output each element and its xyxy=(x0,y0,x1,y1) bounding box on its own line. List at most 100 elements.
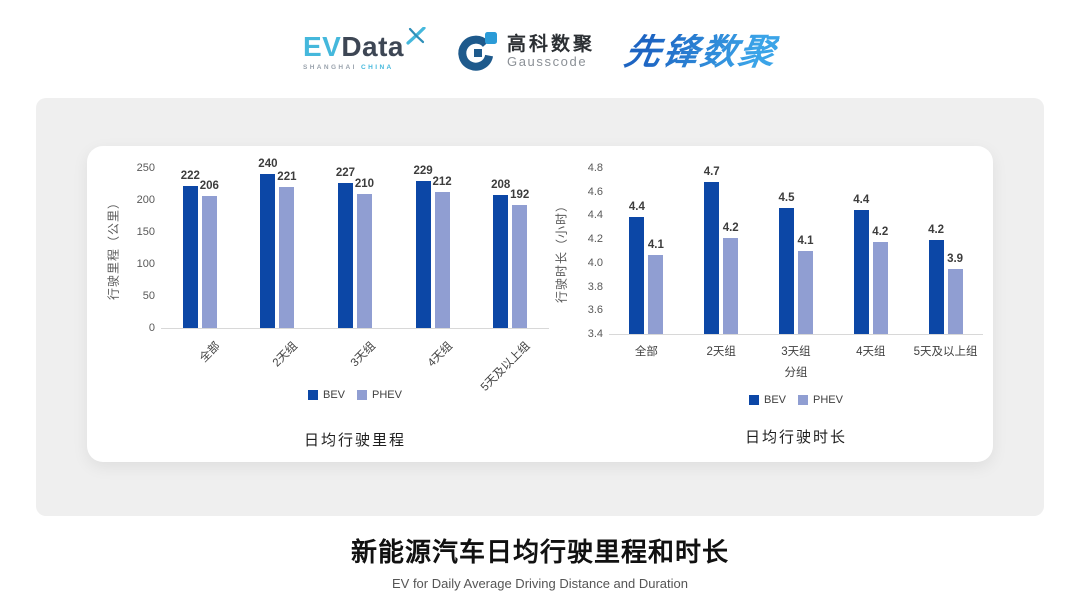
x-axis-label-text: 5天及以上组 xyxy=(479,340,533,394)
bev-bar: 4.7 xyxy=(704,166,720,334)
bev-bar: 208 xyxy=(491,179,510,328)
bar-group: 4.4 4.2 xyxy=(833,168,908,334)
bar-group: 227 210 xyxy=(316,167,394,328)
y-axis-ticks: 3.4 3.6 3.8 4.0 4.2 4.4 4.6 4.8 xyxy=(571,162,605,340)
bar-group: 229 212 xyxy=(394,165,472,328)
bev-bar: 4.4 xyxy=(629,201,645,334)
y-tick-label: 4.2 xyxy=(587,233,603,246)
x-axis-label: 5天及以上组 xyxy=(908,335,983,361)
phev-bar: 4.2 xyxy=(723,222,739,334)
x-axis-label-text: 5天及以上组 xyxy=(913,346,978,358)
y-tick-label: 150 xyxy=(136,226,155,238)
evdata-subtext: SHANGHAI CHINA xyxy=(303,64,394,71)
phev-value-label: 221 xyxy=(277,170,297,183)
bar-group: 208 192 xyxy=(471,168,549,328)
phev-value-label: 4.1 xyxy=(797,235,814,247)
evdata-wordmark: EV Data xyxy=(302,27,426,62)
bev-value-label: 4.5 xyxy=(778,192,795,205)
legend-swatch-bev xyxy=(308,390,318,400)
evdata-ev-text: EV xyxy=(302,31,342,62)
chart-caption: 日均行驶时长 xyxy=(744,429,847,446)
x-axis-label: 5天及以上组 xyxy=(471,329,549,394)
y-axis-ticks: 0 50 100 150 200 250 xyxy=(123,162,157,334)
header-logos: EV Data SHANGHAI CHINA 高科数聚 Gausscode xyxy=(0,22,1080,82)
legend-label: PHEV xyxy=(813,394,843,406)
y-tick-label: 4.0 xyxy=(587,256,603,269)
x-axis-label-text: 全部 xyxy=(634,346,658,358)
bev-bar: 222 xyxy=(181,170,200,328)
bev-bar: 227 xyxy=(336,167,355,328)
bar-group: 4.7 4.2 xyxy=(684,166,759,334)
evdata-data-text: Data xyxy=(341,31,405,62)
x-axis-label: 4天组 xyxy=(833,335,908,361)
legend-swatch-phev xyxy=(798,395,809,405)
bar-group: 4.2 3.9 xyxy=(908,168,983,334)
x-axis-label: 全部 xyxy=(609,335,684,361)
bev-bar: 229 xyxy=(413,165,433,328)
chart-daily-driving-distance: 行驶里程（公里） 0 50 100 150 200 250 222 206 240 221 227… xyxy=(103,158,549,462)
bar-group: 4.5 4.1 xyxy=(759,168,834,334)
phev-value-label: 192 xyxy=(510,189,530,202)
y-axis-title: 行驶里程（公里） xyxy=(103,168,123,328)
evdata-x-mark-icon xyxy=(406,27,426,45)
y-tick-label: 200 xyxy=(136,194,155,206)
footer: 新能源汽车日均行驶里程和时长 EV for Daily Average Driv… xyxy=(0,532,1080,591)
legend: BEV PHEV xyxy=(609,394,983,406)
evdata-logo: EV Data SHANGHAI CHINA xyxy=(302,27,426,71)
charts-card: 行驶里程（公里） 0 50 100 150 200 250 222 206 240 221 227… xyxy=(87,146,993,462)
bev-bar: 240 xyxy=(258,158,277,328)
gausscode-g-icon xyxy=(458,32,498,71)
legend-swatch-phev xyxy=(357,390,368,400)
phev-bar: 212 xyxy=(432,176,452,328)
evdata-shanghai-text: SHANGHAI xyxy=(302,64,357,71)
evdata-china-text: CHINA xyxy=(361,64,394,71)
y-tick-label: 3.4 xyxy=(587,328,603,340)
x-axis-label: 3天组 xyxy=(316,329,394,385)
legend-item-phev: PHEV xyxy=(357,389,402,401)
y-tick-label: 0 xyxy=(148,322,155,334)
bev-value-label: 4.2 xyxy=(928,224,945,237)
gausscode-logo: 高科数聚 Gausscode xyxy=(456,31,595,73)
bar-group: 240 221 xyxy=(239,158,317,328)
chart-caption: 日均行驶里程 xyxy=(303,432,406,449)
phev-bar: 4.1 xyxy=(797,235,813,334)
x-axis-labels: 全部 2天组 3天组 4天组 5天及以上组 xyxy=(609,335,983,361)
bev-value-label: 4.4 xyxy=(853,193,870,206)
y-tick-label: 100 xyxy=(136,258,155,270)
phev-value-label: 212 xyxy=(432,176,452,189)
bev-value-label: 222 xyxy=(180,169,200,182)
plot-area: 222 206 240 221 227 210 229 212 208 192 xyxy=(161,158,549,329)
bev-bar: 4.4 xyxy=(853,194,869,334)
x-axis-label-text: 4天组 xyxy=(856,346,886,358)
xianfeng-shuju-logo: 先锋数聚 xyxy=(621,31,781,72)
legend: BEV PHEV xyxy=(161,389,549,401)
plot-wrap: 222 206 240 221 227 210 229 212 208 192 全部 2天组 3天组 4… xyxy=(161,158,549,394)
phev-bar: 4.2 xyxy=(872,226,888,334)
x-axis-label-text: 2天组 xyxy=(270,340,300,370)
y-tick-label: 4.4 xyxy=(587,209,603,222)
x-axis-label-text: 3天组 xyxy=(348,340,378,370)
y-tick-label: 50 xyxy=(142,290,155,302)
bev-value-label: 4.7 xyxy=(703,166,720,179)
chart-plot-row: 行驶时长（小时） 3.4 3.6 3.8 4.0 4.2 4.4 4.6 4.8 4.4 4.1… xyxy=(551,162,983,361)
phev-value-label: 4.2 xyxy=(722,221,739,234)
phev-bar: 192 xyxy=(510,189,529,328)
y-tick-label: 250 xyxy=(136,162,155,174)
bev-value-label: 240 xyxy=(258,158,278,171)
bev-value-label: 208 xyxy=(491,178,511,191)
legend-label: BEV xyxy=(764,394,787,406)
y-tick-label: 4.8 xyxy=(587,162,603,174)
phev-bar: 206 xyxy=(200,180,219,328)
x-axis-label: 3天组 xyxy=(759,335,834,361)
x-axis-label: 4天组 xyxy=(394,329,472,385)
phev-value-label: 210 xyxy=(354,177,375,190)
legend-item-bev: BEV xyxy=(749,394,786,406)
bev-value-label: 229 xyxy=(413,165,433,178)
y-tick-label: 3.6 xyxy=(587,304,603,317)
phev-bar: 3.9 xyxy=(947,253,963,334)
x-axis-label-text: 4天组 xyxy=(425,340,456,370)
x-axis-label-text: 2天组 xyxy=(706,346,736,358)
legend-label: BEV xyxy=(323,389,346,401)
y-tick-label: 4.6 xyxy=(587,185,603,198)
